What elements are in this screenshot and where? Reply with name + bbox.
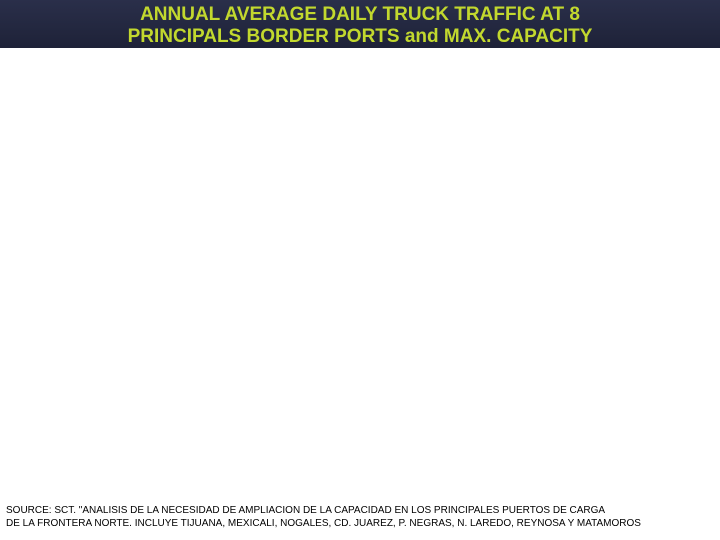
slide-title: ANNUAL AVERAGE DAILY TRUCK TRAFFIC AT 8 …: [0, 4, 720, 48]
source-line-1: SOURCE: SCT. "ANALISIS DE LA NECESIDAD D…: [6, 505, 605, 516]
title-line-1: ANNUAL AVERAGE DAILY TRUCK TRAFFIC AT 8: [40, 4, 680, 26]
title-line-2: PRINCIPALS BORDER PORTS and MAX. CAPACIT…: [40, 26, 680, 48]
source-line-2: DE LA FRONTERA NORTE. INCLUYE TIJUANA, M…: [6, 518, 641, 529]
source-citation: SOURCE: SCT. "ANALISIS DE LA NECESIDAD D…: [6, 505, 714, 530]
